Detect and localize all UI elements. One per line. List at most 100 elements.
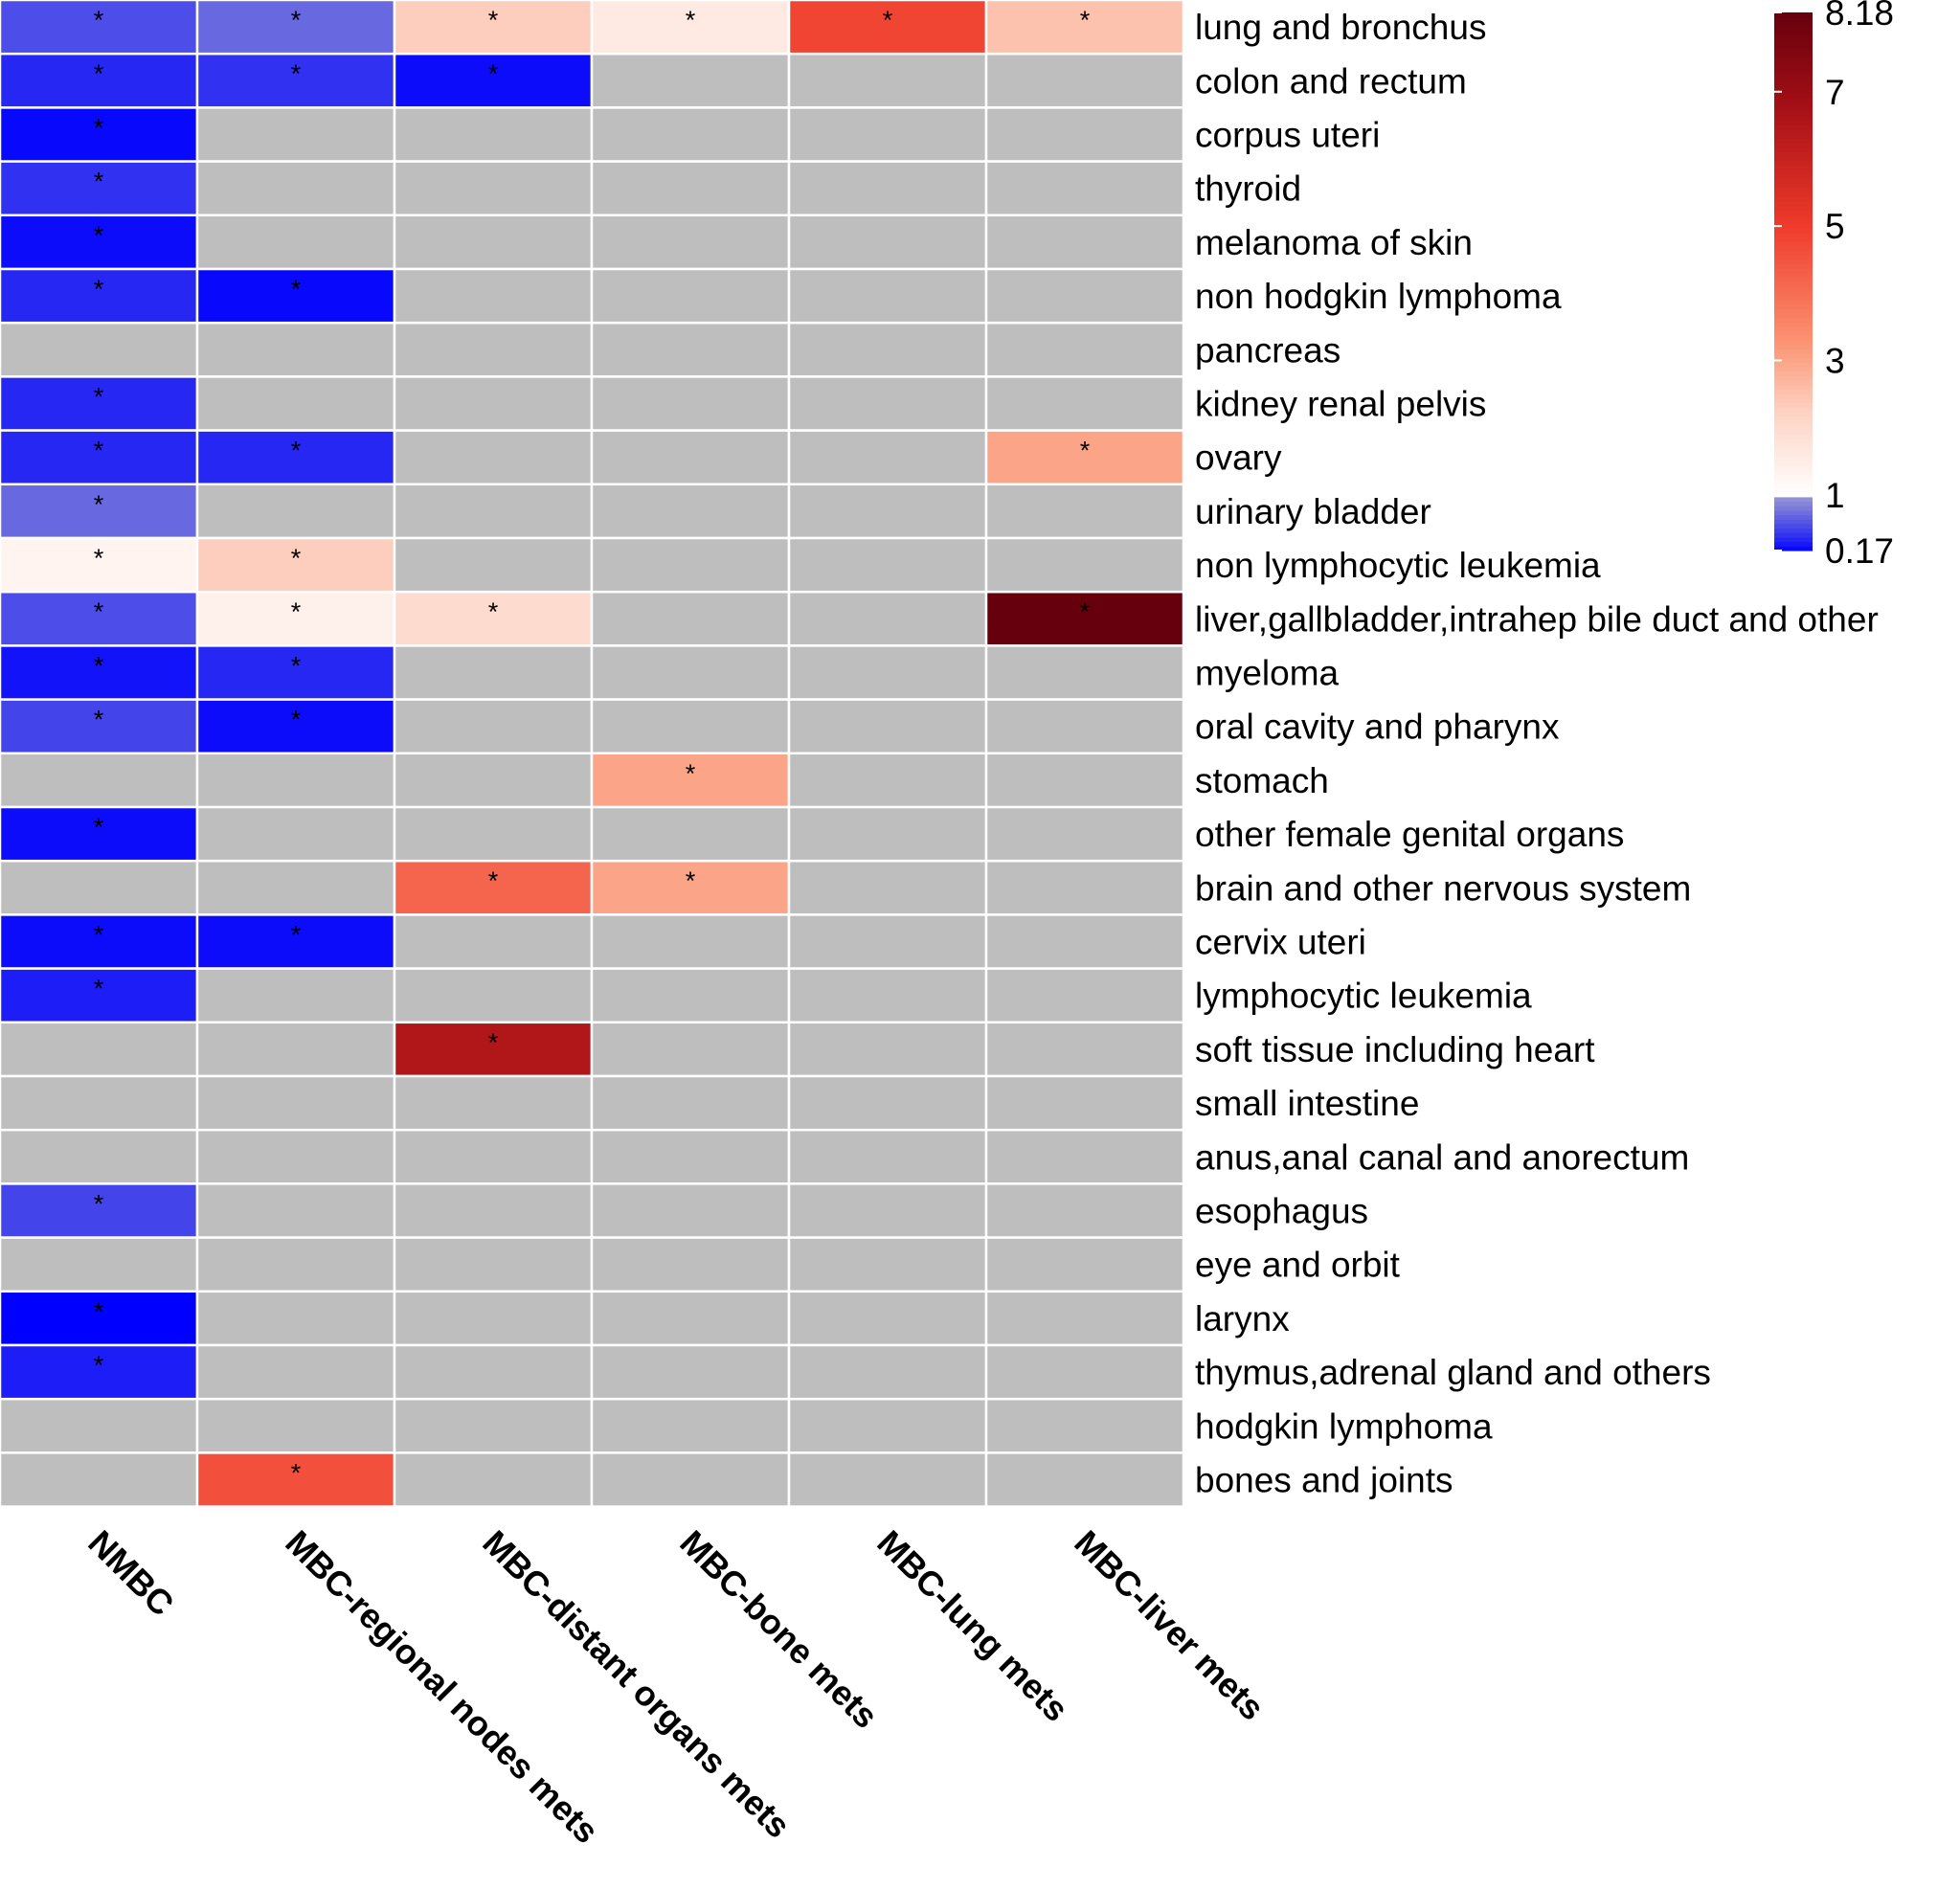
- significance-star: *: [883, 6, 893, 34]
- colorbar-segment: [1774, 514, 1813, 520]
- significance-star: *: [94, 6, 104, 34]
- heatmap-cell: [590, 321, 791, 378]
- heatmap-cell: [590, 913, 791, 970]
- colorbar-segment: [1774, 259, 1813, 264]
- significance-star: *: [94, 168, 104, 196]
- heatmap-cell: [787, 1343, 988, 1401]
- colorbar-segment: [1774, 200, 1813, 206]
- row-label: thyroid: [1195, 169, 1301, 209]
- row-label: other female genital organs: [1195, 815, 1624, 854]
- row-label: bones and joints: [1195, 1461, 1453, 1500]
- heatmap-cell: [787, 1128, 988, 1185]
- heatmap-cell: [393, 1397, 594, 1454]
- heatmap-cell: [195, 1290, 396, 1347]
- row-label: soft tissue including heart: [1195, 1030, 1595, 1069]
- colorbar-segment: [1774, 304, 1813, 309]
- heatmap-cell: [393, 1182, 594, 1239]
- significance-star: *: [94, 437, 104, 465]
- colorbar-tick-label: 8.18: [1825, 0, 1894, 33]
- colorbar-segment: [1774, 48, 1813, 54]
- heatmap-cell: [195, 1021, 396, 1078]
- column-label: MBC-regional nodes mets: [278, 1522, 606, 1851]
- colorbar-tick-label: 7: [1825, 73, 1845, 112]
- row-label: eye and orbit: [1195, 1246, 1401, 1285]
- heatmap-cell: [787, 1182, 988, 1239]
- colorbar-segment: [1774, 541, 1813, 547]
- column-label: MBC-liver mets: [1067, 1522, 1272, 1727]
- significance-star: *: [291, 1458, 302, 1487]
- heatmap-cell: [393, 1074, 594, 1132]
- row-label: larynx: [1195, 1299, 1290, 1338]
- significance-star: *: [94, 544, 104, 573]
- heatmap-cell: [393, 1343, 594, 1401]
- significance-star: *: [94, 275, 104, 304]
- heatmap-cell: [0, 1074, 199, 1132]
- colorbar-segment: [1774, 326, 1813, 332]
- colorbar-segment: [1774, 61, 1813, 67]
- row-label: myeloma: [1195, 654, 1340, 693]
- colorbar: [1774, 12, 1813, 551]
- heatmap-cell: [590, 375, 791, 432]
- heatmap-cell: [787, 1236, 988, 1293]
- heatmap-cell: [984, 214, 1185, 271]
- colorbar-segment: [1774, 106, 1813, 112]
- significance-star: *: [94, 382, 104, 411]
- colorbar-segment: [1774, 101, 1813, 107]
- colorbar-tick-label: 3: [1825, 341, 1845, 380]
- heatmap-cell: [590, 1128, 791, 1185]
- row-label: colon and rectum: [1195, 61, 1467, 101]
- significance-star: *: [291, 651, 302, 680]
- heatmap-cell: [195, 1182, 396, 1239]
- colorbar-segment: [1774, 438, 1813, 444]
- heatmap-cell: [984, 1128, 1185, 1185]
- heatmap-cell: [393, 752, 594, 809]
- heatmap-cell: [590, 859, 791, 916]
- heatmap-cell: [590, 483, 791, 540]
- heatmap-cell: [393, 967, 594, 1024]
- heatmap-cell: [984, 859, 1185, 916]
- significance-star: *: [291, 706, 302, 734]
- colorbar-segment: [1774, 142, 1813, 148]
- significance-star: *: [291, 597, 302, 626]
- significance-star: *: [291, 920, 302, 949]
- significance-star: *: [291, 437, 302, 465]
- heatmap-cell: [393, 1290, 594, 1347]
- colorbar-segment: [1774, 187, 1813, 192]
- heatmap-cell: [0, 375, 199, 432]
- heatmap-cell: [787, 52, 988, 109]
- colorbar-segment: [1774, 519, 1813, 525]
- significance-star: *: [94, 1297, 104, 1326]
- colorbar-segment: [1774, 366, 1813, 372]
- colorbar-segment: [1774, 469, 1813, 475]
- heatmap-cell: [195, 1128, 396, 1185]
- heatmap-cell: [590, 536, 791, 594]
- heatmap-cell: [195, 752, 396, 809]
- heatmap-cell: [787, 752, 988, 809]
- row-label: cervix uteri: [1195, 923, 1366, 962]
- heatmap-cell: [195, 375, 396, 432]
- heatmap-cell: [0, 752, 199, 809]
- significance-star: *: [1080, 437, 1091, 465]
- colorbar-segment: [1774, 394, 1813, 399]
- heatmap-cell: [787, 967, 988, 1024]
- colorbar-segment: [1774, 115, 1813, 121]
- row-label: small intestine: [1195, 1084, 1419, 1123]
- colorbar-segment: [1774, 308, 1813, 314]
- colorbar-segment: [1774, 236, 1813, 242]
- heatmap-cell: [195, 106, 396, 163]
- heatmap-cell: [195, 214, 396, 271]
- significance-star: *: [94, 490, 104, 519]
- heatmap-cell: [984, 1182, 1185, 1239]
- colorbar-segment: [1774, 250, 1813, 256]
- heatmap-cell: [984, 698, 1185, 755]
- heatmap-cell: [195, 913, 396, 970]
- heatmap-cell: [787, 805, 988, 863]
- colorbar-segment: [1774, 240, 1813, 247]
- heatmap-cell: [787, 267, 988, 325]
- heatmap-cell: [984, 913, 1185, 970]
- heatmap-cell: [590, 1397, 791, 1454]
- colorbar-segment: [1774, 97, 1813, 103]
- colorbar-segment: [1774, 312, 1813, 319]
- heatmap-cell: [590, 1343, 791, 1401]
- colorbar-segment: [1774, 70, 1813, 77]
